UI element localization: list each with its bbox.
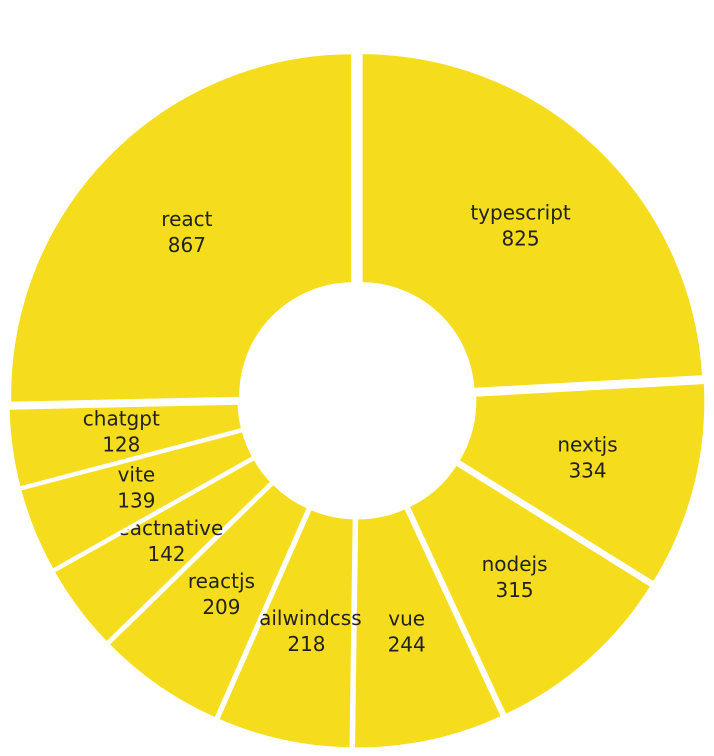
value-label: 334	[568, 459, 606, 483]
value-label: 825	[501, 227, 539, 251]
slice-label: typescript	[470, 201, 571, 225]
slice-label: nextjs	[557, 433, 617, 457]
slice-label: tailwindcss	[251, 606, 361, 630]
slice	[455, 380, 708, 586]
value-label: 142	[147, 542, 185, 566]
slice-label: chatgpt	[83, 407, 160, 431]
slice	[215, 506, 356, 751]
slice-label: react	[161, 207, 212, 231]
value-label: 315	[495, 578, 533, 602]
slice-label: vite	[118, 463, 156, 487]
slice	[359, 51, 706, 392]
value-label: 128	[102, 433, 140, 457]
value-label: 244	[388, 632, 426, 656]
slice	[105, 480, 311, 721]
slice-label: reactjs	[188, 569, 255, 593]
slice	[8, 51, 355, 405]
value-label: 218	[287, 632, 325, 656]
value-label: 209	[202, 595, 240, 619]
slice	[352, 505, 505, 751]
slice-label: vue	[388, 606, 425, 630]
slice	[51, 456, 275, 646]
slice	[406, 461, 655, 718]
slice	[6, 401, 245, 490]
value-label: 867	[168, 233, 206, 257]
value-label: 139	[117, 489, 155, 513]
slice-label: nodejs	[482, 552, 548, 576]
